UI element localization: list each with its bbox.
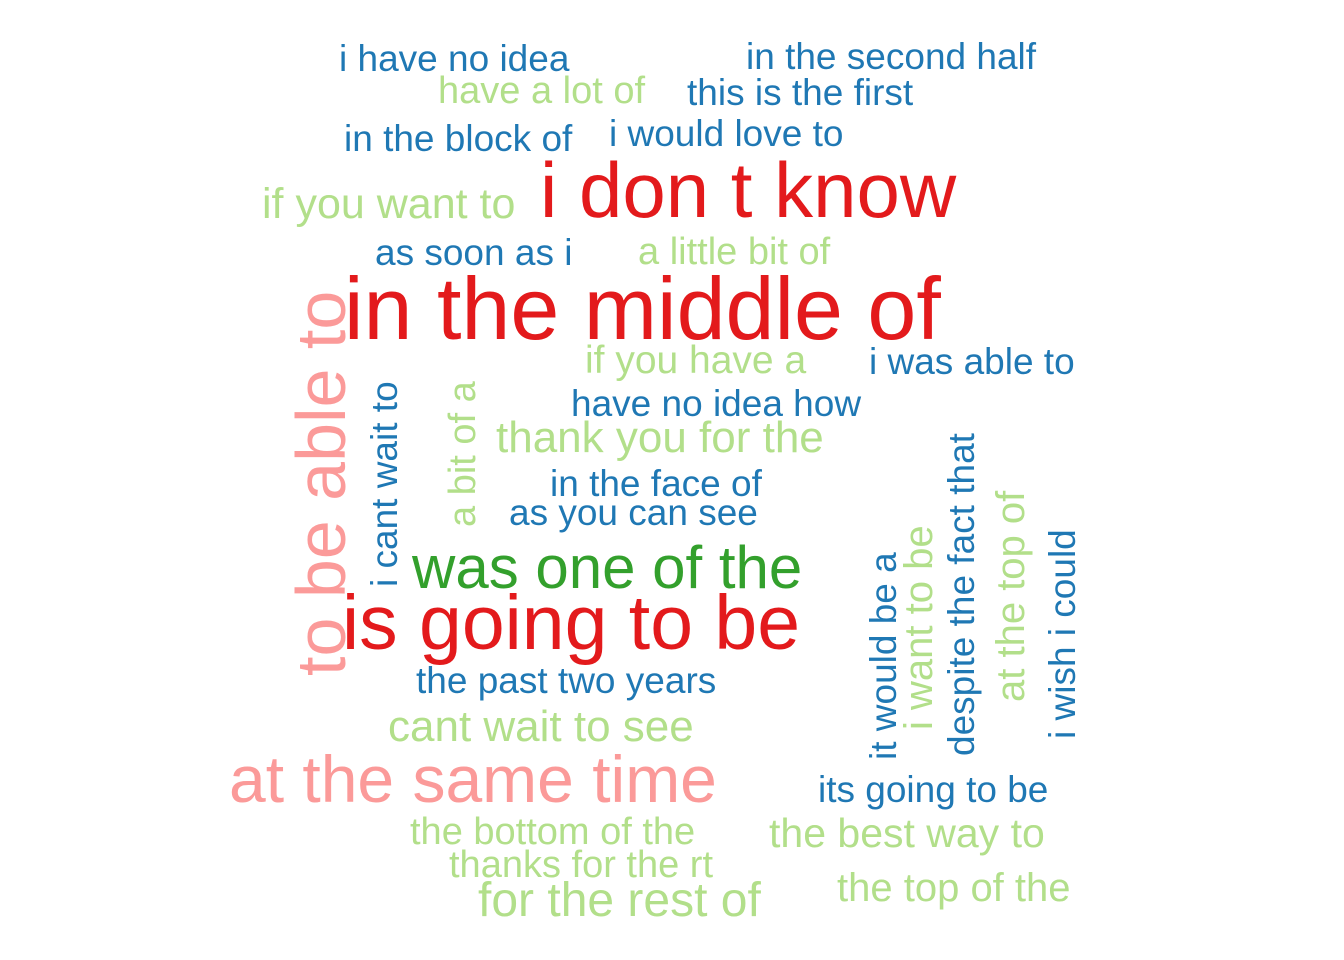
word-cant-wait-to-see: cant wait to see (388, 702, 694, 751)
word-i-don-t-know: i don t know (540, 146, 957, 234)
word-at-the-same-time: at the same time (229, 742, 717, 816)
word-a-bit-of-a: a bit of a (442, 381, 484, 527)
word-as-soon-as-i: as soon as i (375, 232, 573, 273)
word-despite-the-fact-that: despite the fact that (941, 433, 982, 756)
word-in-the-middle-of: in the middle of (344, 259, 941, 358)
word-to-be-able-to: to be able to (282, 290, 360, 676)
word-in-the-second-half: in the second half (746, 36, 1037, 77)
word-in-the-block-of: in the block of (344, 118, 573, 159)
word-i-wish-i-could: i wish i could (1042, 529, 1083, 739)
word-as-you-can-see: as you can see (509, 492, 758, 533)
word-is-going-to-be: is going to be (342, 580, 801, 666)
word-thanks-for-the-rt: thanks for the rt (449, 844, 714, 886)
word-at-the-top-of: at the top of (989, 490, 1033, 702)
word-in-the-face-of: in the face of (550, 463, 762, 504)
word-have-no-idea-how: have no idea how (571, 383, 862, 424)
word-thank-you-for-the: thank you for the (496, 413, 824, 462)
word-this-is-the-first: this is the first (687, 72, 914, 113)
word-i-cant-wait-to: i cant wait to (364, 381, 405, 587)
word-the-best-way-to: the best way to (769, 810, 1045, 856)
word-was-one-of-the: was one of the (412, 534, 803, 601)
word-i-would-love-to: i would love to (609, 113, 844, 154)
word-i-want-to-be: i want to be (897, 525, 941, 730)
word-the-bottom-of-the: the bottom of the (410, 811, 696, 853)
word-the-top-of-the: the top of the (837, 866, 1071, 910)
word-a-little-bit-of: a little bit of (638, 231, 831, 273)
word-the-past-two-years: the past two years (416, 660, 717, 701)
word-its-going-to-be: its going to be (818, 769, 1049, 810)
word-if-you-have-a: if you have a (585, 339, 807, 382)
word-if-you-want-to: if you want to (262, 180, 516, 228)
word-have-a-lot-of: have a lot of (438, 70, 646, 112)
word-for-the-rest-of: for the rest of (478, 874, 761, 927)
word-i-was-able-to: i was able to (869, 341, 1075, 382)
word-i-have-no-idea: i have no idea (339, 38, 570, 79)
